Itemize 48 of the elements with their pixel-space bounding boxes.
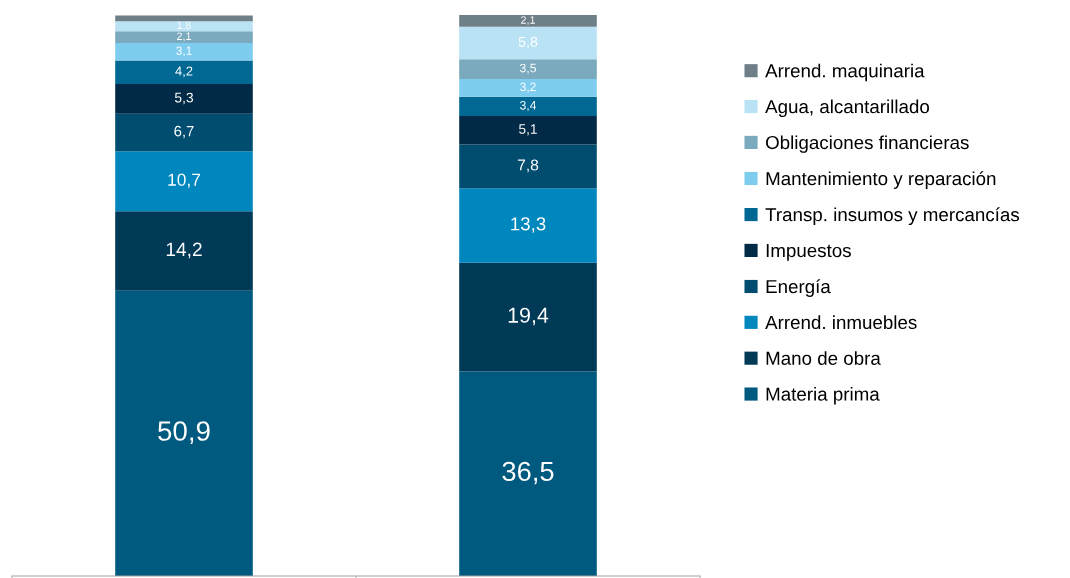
bar bbox=[459, 78, 597, 97]
bar bbox=[115, 31, 253, 44]
bar bbox=[115, 151, 253, 212]
data-label: 4,2 bbox=[175, 66, 193, 78]
legend-label: Energía bbox=[766, 279, 831, 297]
bar bbox=[115, 21, 253, 32]
data-label: 3,2 bbox=[520, 82, 536, 93]
legend-label: Mantenimiento y reparación bbox=[766, 171, 996, 189]
legend-label: Agua, alcantarillado bbox=[765, 99, 930, 118]
data-label: 14,2 bbox=[166, 242, 202, 259]
data-label: 19,4 bbox=[508, 307, 549, 326]
bar bbox=[459, 26, 597, 60]
legend-label: Arrend. inmuebles bbox=[765, 315, 917, 330]
data-label: 10,7 bbox=[168, 173, 201, 188]
legend-label: Impuestos bbox=[766, 244, 851, 261]
legend-label: Materia prima bbox=[766, 387, 880, 405]
data-label: 2,1 bbox=[521, 16, 535, 26]
bar bbox=[459, 96, 597, 116]
legend-label: Obligaciones financieras bbox=[765, 135, 969, 153]
data-label: 6,7 bbox=[174, 125, 194, 139]
bar bbox=[115, 113, 253, 152]
data-label: 36,5 bbox=[502, 461, 554, 485]
bar bbox=[115, 211, 253, 291]
data-label: 1,8 bbox=[177, 21, 191, 31]
bar bbox=[115, 60, 253, 84]
data-label: 3,5 bbox=[519, 63, 537, 74]
bar bbox=[459, 59, 597, 79]
bar bbox=[115, 43, 253, 61]
bar bbox=[459, 115, 597, 145]
bar bbox=[459, 144, 597, 189]
bar bbox=[115, 290, 253, 576]
data-label: 5,8 bbox=[518, 36, 538, 49]
data-label: 13,3 bbox=[511, 217, 546, 233]
legend-label: Arrend. maquinaria bbox=[765, 63, 925, 82]
bar bbox=[459, 262, 597, 372]
bar bbox=[459, 371, 597, 576]
legend-label: Transp. insumos y mercancías bbox=[765, 207, 1020, 226]
data-label: 5,1 bbox=[519, 124, 537, 136]
data-label: 3,1 bbox=[176, 46, 192, 57]
legend-label: Mano de obra bbox=[766, 351, 881, 365]
bar bbox=[459, 188, 597, 263]
bar bbox=[459, 15, 597, 27]
data-label: 2,1 bbox=[177, 32, 191, 42]
data-label: 7,8 bbox=[517, 159, 539, 173]
data-label: 5,3 bbox=[174, 92, 194, 105]
data-label: 50,9 bbox=[158, 421, 210, 445]
data-label: 3,4 bbox=[519, 100, 537, 112]
bar bbox=[115, 83, 253, 114]
